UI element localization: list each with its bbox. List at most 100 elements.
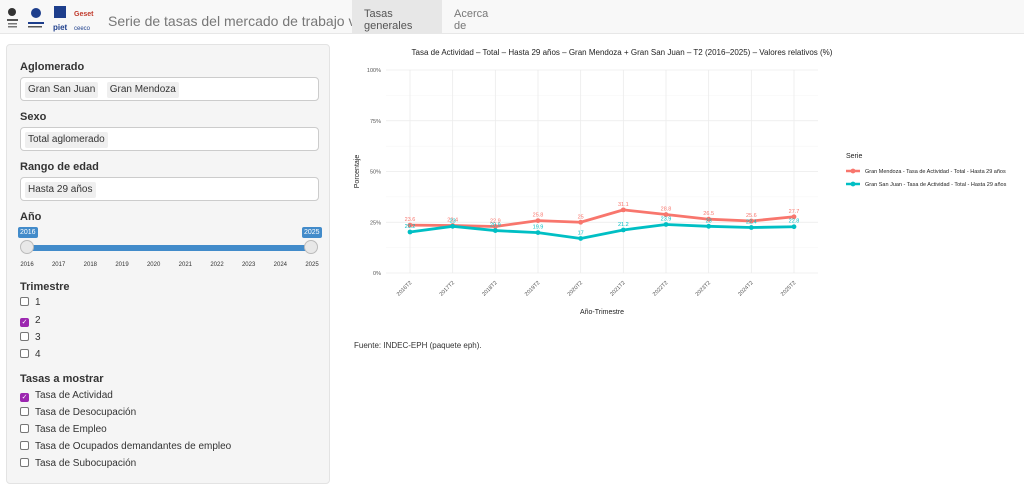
slider-from-value: 2016	[18, 227, 38, 238]
data-label: 21.2	[618, 222, 629, 228]
tasa-checkbox[interactable]: Tasa de Empleo	[20, 424, 107, 438]
y-axis-label: Porcentaje	[354, 155, 361, 189]
slider-tick-label: 2022	[210, 262, 224, 268]
checkbox-label: Tasa de Desocupación	[35, 407, 137, 418]
x-tick-label: 2020T2	[567, 280, 584, 297]
x-tick-label: 2019T2	[524, 280, 541, 297]
legend-key-point	[850, 168, 856, 174]
data-label: 26.5	[703, 211, 714, 217]
rango-edad-label: Rango de edad	[20, 161, 99, 173]
data-point	[450, 223, 456, 229]
checkbox-label: Tasa de Ocupados demandantes de empleo	[35, 441, 232, 452]
logo-text: Geset	[74, 11, 94, 18]
data-label: 23.4	[447, 217, 458, 223]
checkbox-label: 2	[35, 315, 41, 326]
logo-text: piet	[53, 23, 68, 32]
y-tick-label: 0%	[373, 271, 381, 277]
tab-tasas-generales[interactable]: Tasas generales	[352, 0, 442, 34]
checkbox-box[interactable]	[20, 393, 29, 402]
slider-handle-to[interactable]	[304, 240, 318, 254]
sexo-label: Sexo	[20, 111, 47, 123]
slider-handle-from[interactable]	[20, 240, 34, 254]
data-point	[578, 236, 584, 241]
slider-tick-label: 2017	[51, 262, 66, 268]
navbar: piet Geset ceeco Serie de tasas del merc…	[0, 0, 1024, 34]
tasa-checkbox[interactable]: Tasa de Subocupación	[20, 458, 136, 472]
slider-tick-label: 2025	[305, 262, 319, 268]
tab-acerca-de[interactable]: Acerca de	[454, 8, 489, 32]
data-label: 20.9	[490, 223, 501, 229]
checkbox-label: Tasa de Actividad	[35, 390, 113, 401]
checkbox-label: 1	[35, 297, 41, 308]
checkbox-label: 3	[35, 332, 41, 343]
aglomerado-tag[interactable]: Gran Mendoza	[106, 82, 179, 98]
slider-tick-label: 2021	[178, 262, 192, 268]
checkbox-box[interactable]	[20, 458, 29, 467]
data-label: 22.4	[746, 220, 757, 226]
aglomerado-select[interactable]: Gran San Juan Gran Mendoza	[20, 77, 319, 101]
sexo-select[interactable]: Total aglomerado	[20, 127, 319, 151]
line-chart: Tasa de Actividad – Total – Hasta 29 año…	[354, 48, 1007, 316]
trimestre-checkbox[interactable]: 4	[20, 349, 41, 363]
chart-title: Tasa de Actividad – Total – Hasta 29 año…	[412, 48, 833, 57]
data-label: 23	[706, 218, 712, 224]
sexo-tag[interactable]: Total aglomerado	[25, 132, 108, 148]
data-point	[791, 214, 797, 220]
x-tick-label: 2025T2	[780, 280, 797, 297]
institution-logos: piet Geset ceeco	[7, 6, 94, 32]
data-label: 25	[578, 214, 584, 220]
data-point	[663, 222, 669, 227]
slider-ticks: 2016 2017 2018 2019 2020 2021 2022 2023 2024 2025	[20, 262, 320, 272]
data-point	[706, 216, 712, 222]
aglomerado-tag[interactable]: Gran San Juan	[25, 82, 99, 98]
trimestre-checkbox[interactable]: 3	[20, 332, 41, 346]
data-label: 25.8	[533, 213, 544, 219]
data-label: 19.9	[533, 225, 544, 231]
data-point	[492, 224, 498, 229]
data-point	[407, 229, 413, 235]
checkbox-box[interactable]	[20, 424, 29, 433]
x-tick-label: 2017T2	[439, 280, 456, 297]
trimestre-checkbox[interactable]: 2	[20, 315, 41, 329]
sidebar-panel: Aglomerado Gran San Juan Gran Mendoza Se…	[6, 44, 330, 484]
data-point	[535, 230, 541, 236]
anio-label: Año	[20, 211, 42, 223]
checkbox-box[interactable]	[20, 297, 29, 306]
rango-edad-tag[interactable]: Hasta 29 años	[25, 182, 96, 198]
tasa-checkbox[interactable]: Tasa de Ocupados demandantes de empleo	[20, 441, 231, 455]
legend-key-point	[850, 181, 856, 187]
data-point	[748, 218, 754, 224]
data-label: 28.8	[661, 207, 672, 213]
y-tick-label: 100%	[367, 68, 381, 74]
app-title: Serie de tasas del mercado de trabajo v1…	[108, 13, 375, 29]
slider-to-value: 2025	[302, 227, 322, 238]
checkbox-box[interactable]	[20, 349, 29, 358]
checkbox-box[interactable]	[20, 332, 29, 341]
anio-range-slider[interactable]: 2016 2025 2016 2017 2018 2019 2020 2021 2022 20…	[18, 227, 322, 272]
x-tick-label: 2022T2	[652, 280, 669, 297]
slider-track[interactable]	[27, 245, 312, 251]
data-label: 20.2	[405, 224, 416, 230]
checkbox-box[interactable]	[20, 441, 29, 450]
data-point	[578, 219, 584, 225]
slider-tick-label: 2018	[83, 262, 97, 268]
slider-tick-label: 2020	[146, 262, 161, 268]
checkbox-label: 4	[35, 349, 41, 360]
checkbox-box[interactable]	[20, 318, 29, 327]
rango-edad-select[interactable]: Hasta 29 años	[20, 177, 319, 201]
tasa-checkbox[interactable]: Tasa de Desocupación	[20, 407, 136, 421]
data-point	[791, 224, 797, 230]
data-point	[535, 218, 541, 224]
series-line	[409, 208, 795, 228]
tasa-checkbox[interactable]: Tasa de Actividad	[20, 390, 113, 404]
series-line	[409, 223, 795, 240]
logo-text: ceeco	[74, 26, 91, 32]
data-point	[620, 227, 626, 233]
data-point	[663, 212, 669, 217]
data-label: 22.9	[490, 219, 501, 225]
legend-label: Gran San Juan - Tasa de Actividad - Tota…	[865, 182, 1007, 188]
trimestre-checkbox[interactable]: 1	[20, 297, 41, 311]
slider-tick-label: 2016	[20, 262, 34, 268]
data-point	[407, 222, 413, 228]
checkbox-box[interactable]	[20, 407, 29, 416]
